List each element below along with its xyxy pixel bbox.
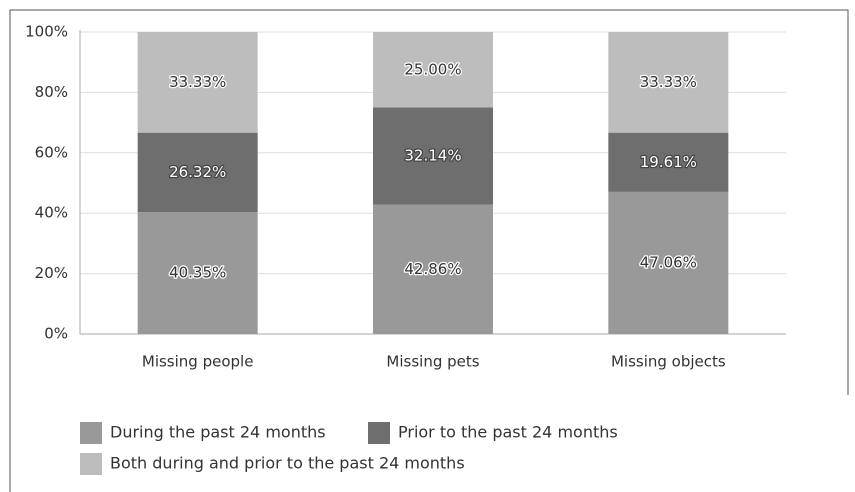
bar-segment <box>137 132 258 213</box>
data-label: 42.86% <box>404 260 461 278</box>
data-label: 32.14% <box>404 147 461 165</box>
legend-swatch <box>368 422 390 444</box>
frame <box>9 9 849 492</box>
bar-segment <box>137 32 258 133</box>
bar-segment <box>373 107 493 205</box>
y-tick-label: 80% <box>35 83 68 101</box>
y-tick-label: 100% <box>25 23 68 41</box>
bar-segment <box>137 212 258 334</box>
data-label: 40.35% <box>169 264 226 282</box>
bar-segment <box>608 32 729 133</box>
legend-label: During the past 24 months <box>110 423 326 442</box>
x-tick-label: Missing pets <box>386 353 479 371</box>
data-label: 47.06% <box>640 253 697 271</box>
y-tick-label: 40% <box>35 204 68 222</box>
bar-segment <box>608 191 729 334</box>
legend-swatch <box>80 422 102 444</box>
y-tick-label: 60% <box>35 143 68 161</box>
y-tick-label: 0% <box>44 325 68 343</box>
legend-swatch <box>80 453 102 475</box>
x-tick-label: Missing people <box>142 353 254 371</box>
data-label: 25.00% <box>404 60 461 78</box>
data-label: 33.33% <box>640 73 697 91</box>
bar-segment <box>373 32 493 108</box>
legend-label: Prior to the past 24 months <box>398 423 618 442</box>
data-label: 33.33% <box>169 73 226 91</box>
legend-label: Both during and prior to the past 24 mon… <box>110 454 465 473</box>
x-tick-label: Missing objects <box>611 353 726 371</box>
bar-segment <box>373 204 493 334</box>
data-label: 19.61% <box>640 153 697 171</box>
y-tick-label: 20% <box>35 264 68 282</box>
data-label: 26.32% <box>169 163 226 181</box>
bar-segment <box>608 132 729 192</box>
